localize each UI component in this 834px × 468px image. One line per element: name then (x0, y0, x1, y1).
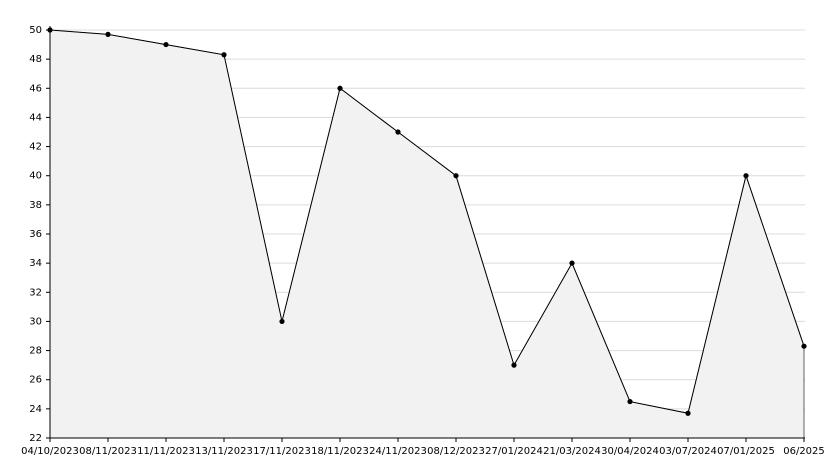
y-tick-label: 28 (29, 346, 42, 357)
x-tick-label: 18/11/2023 (311, 446, 369, 457)
y-tick-label: 22 (29, 433, 42, 444)
marker (221, 52, 227, 58)
marker (337, 85, 343, 91)
y-tick-label: 34 (29, 258, 42, 269)
x-tick-label: 07/01/2025 (717, 446, 775, 457)
marker (105, 31, 111, 37)
marker (743, 173, 749, 179)
y-tick-label: 24 (29, 404, 42, 415)
marker (511, 362, 517, 368)
marker (453, 173, 459, 179)
marker (801, 343, 807, 349)
y-tick-label: 50 (29, 25, 42, 36)
line (49, 29, 805, 414)
marker (163, 41, 169, 48)
y-tick-label: 40 (29, 171, 42, 182)
x-tick-label: 08/12/2023 (427, 446, 485, 457)
x-tick-label: 03/07/2024 (659, 446, 717, 457)
y-tick-label: 44 (29, 112, 42, 123)
y-tick-label: 42 (29, 142, 42, 153)
x-tick-label: 21/03/2024 (543, 446, 601, 457)
x-tick-label: 04/10/2023 (21, 446, 79, 457)
y-tick-label: 36 (29, 229, 42, 240)
marker (685, 410, 691, 416)
x-tick-label: 06/2025 (783, 446, 825, 457)
marker (47, 27, 53, 33)
x-tick-label: 08/11/2023 (79, 446, 137, 457)
x-tick-label: 24/11/2023 (369, 446, 427, 457)
marker (627, 398, 633, 405)
x-tick-label: 17/11/2023 (253, 446, 311, 457)
y-tick-label: 30 (29, 316, 42, 327)
y-tick-label: 48 (29, 54, 42, 65)
x-tick-label: 27/01/2024 (485, 446, 543, 457)
y-tick-label: 38 (29, 200, 42, 211)
y-tick-label: 46 (29, 83, 42, 94)
marker (395, 129, 401, 135)
x-tick-label: 30/04/2024 (601, 446, 659, 457)
marker (569, 260, 575, 266)
y-tick-label: 32 (29, 287, 42, 298)
y-tick-label: 26 (29, 375, 42, 386)
x-tick-label: 11/11/2023 (137, 446, 195, 457)
marker (279, 318, 285, 325)
x-tick-label: 13/11/2023 (195, 446, 253, 457)
